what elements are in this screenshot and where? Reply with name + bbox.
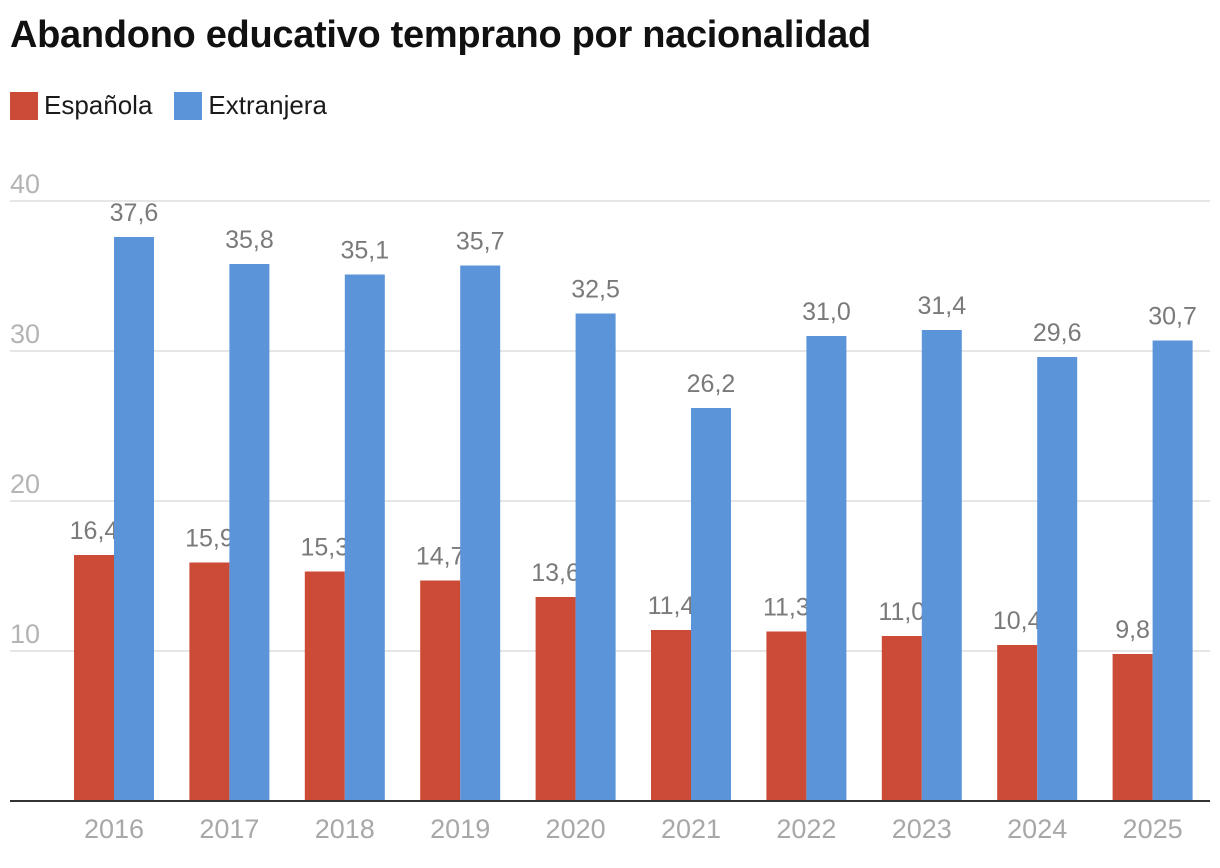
legend-label-espanola: Española [44,90,153,120]
bar-espanola-2021 [651,630,691,801]
y-tick-label-40: 40 [10,169,40,199]
data-label-extranjera-2025: 30,7 [1148,303,1197,331]
x-tick-label-2016: 2016 [84,814,144,844]
legend-swatch-espanola [10,91,38,120]
bar-espanola-2020 [535,597,576,801]
x-tick-label-2020: 2020 [546,814,606,844]
bar-espanola-2025 [1112,654,1153,801]
data-label-extranjera-2023: 31,4 [917,292,966,320]
bar-extranjera-2025 [1152,340,1193,801]
bar-espanola-2019 [420,580,461,801]
data-label-espanola-2023: 11,0 [878,598,925,626]
data-label-espanola-2022: 11,3 [763,594,810,622]
x-tick-label-2025: 2025 [1123,814,1183,844]
data-label-extranjera-2016: 37,6 [110,199,159,227]
data-label-espanola-2016: 16,4 [70,517,119,545]
bar-extranjera-2016 [114,237,154,801]
data-label-espanola-2019: 14,7 [416,543,465,571]
y-tick-label-20: 20 [10,469,40,499]
y-tick-label-30: 30 [10,319,40,349]
bar-extranjera-2021 [691,408,731,801]
bar-espanola-2024 [997,645,1038,801]
x-tick-label-2018: 2018 [315,814,375,844]
x-tick-label-2023: 2023 [892,814,952,844]
bar-extranjera-2019 [460,265,501,801]
x-tick-label-2021: 2021 [661,814,721,844]
legend-item-espanola: Española [10,90,152,121]
bar-espanola-2016 [74,555,114,801]
bar-espanola-2018 [304,571,345,801]
data-label-extranjera-2018: 35,1 [340,237,389,265]
bar-extranjera-2018 [344,274,385,801]
data-label-extranjera-2019: 35,7 [456,228,505,256]
data-label-extranjera-2021: 26,2 [687,370,736,398]
bar-espanola-2022 [766,631,807,801]
bar-espanola-2023 [881,636,922,801]
bar-extranjera-2022 [806,336,847,801]
data-label-extranjera-2022: 31,0 [802,298,851,326]
bar-extranjera-2024 [1037,357,1078,801]
chart-title: Abandono educativo temprano por nacional… [10,14,871,56]
legend: Española Extranjera [10,90,349,121]
data-label-extranjera-2024: 29,6 [1033,319,1082,347]
bar-extranjera-2017 [229,264,270,801]
data-label-espanola-2021: 11,4 [648,592,695,620]
y-tick-label-10: 10 [10,619,40,649]
data-label-espanola-2017: 15,9 [185,525,234,553]
legend-label-extranjera: Extranjera [208,90,327,120]
data-label-espanola-2020: 13,6 [531,559,580,587]
data-label-espanola-2024: 10,4 [993,607,1042,635]
x-tick-label-2022: 2022 [776,814,836,844]
data-label-espanola-2018: 15,3 [300,534,349,562]
data-label-espanola-2025: 9,8 [1115,616,1150,644]
x-tick-label-2017: 2017 [199,814,259,844]
x-tick-label-2024: 2024 [1007,814,1067,844]
data-label-extranjera-2020: 32,5 [571,276,620,304]
legend-item-extranjera: Extranjera [174,90,327,121]
bar-espanola-2017 [189,562,230,801]
bar-extranjera-2020 [575,313,616,801]
bar-extranjera-2023 [921,330,962,801]
data-label-extranjera-2017: 35,8 [225,226,274,254]
legend-swatch-extranjera [174,91,203,120]
x-tick-label-2019: 2019 [430,814,490,844]
